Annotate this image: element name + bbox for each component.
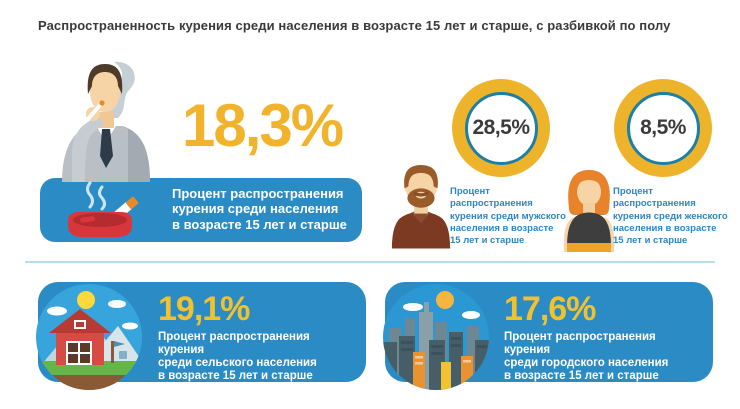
smoke-icon xyxy=(86,181,94,209)
city-illustration xyxy=(383,284,489,390)
ashtray-icon xyxy=(68,181,139,237)
male-percentage-value: 28,5% xyxy=(472,116,530,139)
cigarette-icon xyxy=(87,102,103,120)
female-stat-label: Процент распространения курения среди же… xyxy=(613,186,728,247)
female-percentage-value: 8,5% xyxy=(640,116,686,139)
rural-stat-label: Процент распространения курения среди се… xyxy=(158,331,317,382)
overall-stat-label: Процент распространения курения среди на… xyxy=(172,186,347,232)
male-avatar xyxy=(391,165,451,249)
cloud-icon xyxy=(47,300,138,330)
female-percentage-ring: 8,5% xyxy=(614,79,712,177)
female-avatar xyxy=(563,170,615,252)
barn-icon xyxy=(49,309,111,365)
smoke-icon xyxy=(98,185,106,211)
cloud-icon xyxy=(403,303,480,319)
farm-illustration xyxy=(36,284,142,390)
sun-icon xyxy=(436,291,454,309)
smoking-man-illustration xyxy=(62,61,150,182)
urban-stat-label: Процент распространения курения среди го… xyxy=(504,331,669,382)
section-divider xyxy=(25,261,715,263)
male-percentage-ring-inner: 28,5% xyxy=(464,91,538,165)
sun-icon xyxy=(77,291,95,309)
rural-percentage-value: 19,1% xyxy=(158,290,250,328)
urban-percentage-value: 17,6% xyxy=(504,290,596,328)
male-stat-label: Процент распространения курения среди му… xyxy=(450,186,566,247)
female-percentage-ring-inner: 8,5% xyxy=(626,91,700,165)
page-title: Распространенность курения среди населен… xyxy=(38,18,671,33)
male-percentage-ring: 28,5% xyxy=(452,79,550,177)
overall-percentage-value: 18,3% xyxy=(182,92,344,159)
